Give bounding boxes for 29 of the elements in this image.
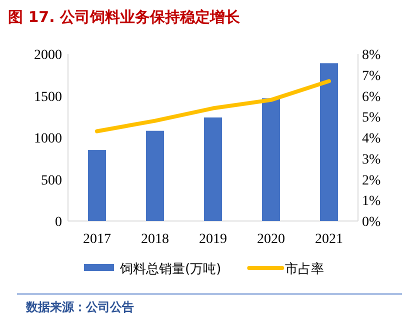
y-tick-label: 1000 bbox=[34, 132, 62, 146]
y2-tick-label: 3% bbox=[362, 152, 381, 168]
line-series bbox=[95, 79, 331, 134]
y2-tick-label: 4% bbox=[362, 132, 381, 146]
bar bbox=[320, 63, 338, 221]
y2-tick-label: 2% bbox=[362, 173, 381, 188]
legend-label: 市占率 bbox=[285, 261, 324, 277]
source-note: 数据来源：公司公告 bbox=[25, 300, 134, 314]
x-tick-label: 2021 bbox=[315, 232, 343, 247]
bar bbox=[204, 117, 222, 221]
bar bbox=[262, 98, 280, 221]
y-tick-label: 2000 bbox=[34, 48, 62, 63]
x-tick-label: 2017 bbox=[83, 232, 111, 247]
chart-title: 图 17. 公司饲料业务保持稳定增长 bbox=[8, 8, 242, 26]
bar bbox=[88, 150, 106, 221]
x-tick-label: 2019 bbox=[199, 232, 227, 247]
x-tick-label: 2018 bbox=[141, 232, 169, 247]
x-tick-label: 2020 bbox=[257, 232, 285, 247]
y-tick-label: 500 bbox=[41, 173, 62, 188]
bar bbox=[146, 130, 164, 221]
y2-tick-label: 5% bbox=[362, 110, 381, 126]
y-tick-label: 0 bbox=[55, 215, 62, 230]
y2-tick-label: 7% bbox=[362, 68, 381, 84]
y2-tick-label: 1% bbox=[362, 194, 381, 210]
y2-tick-label: 0% bbox=[362, 215, 381, 230]
y2-tick-label: 8% bbox=[362, 48, 381, 63]
y2-tick-label: 6% bbox=[362, 90, 381, 105]
legend-label: 饲料总销量(万吨) bbox=[119, 262, 222, 277]
y-tick-label: 1500 bbox=[34, 90, 62, 105]
